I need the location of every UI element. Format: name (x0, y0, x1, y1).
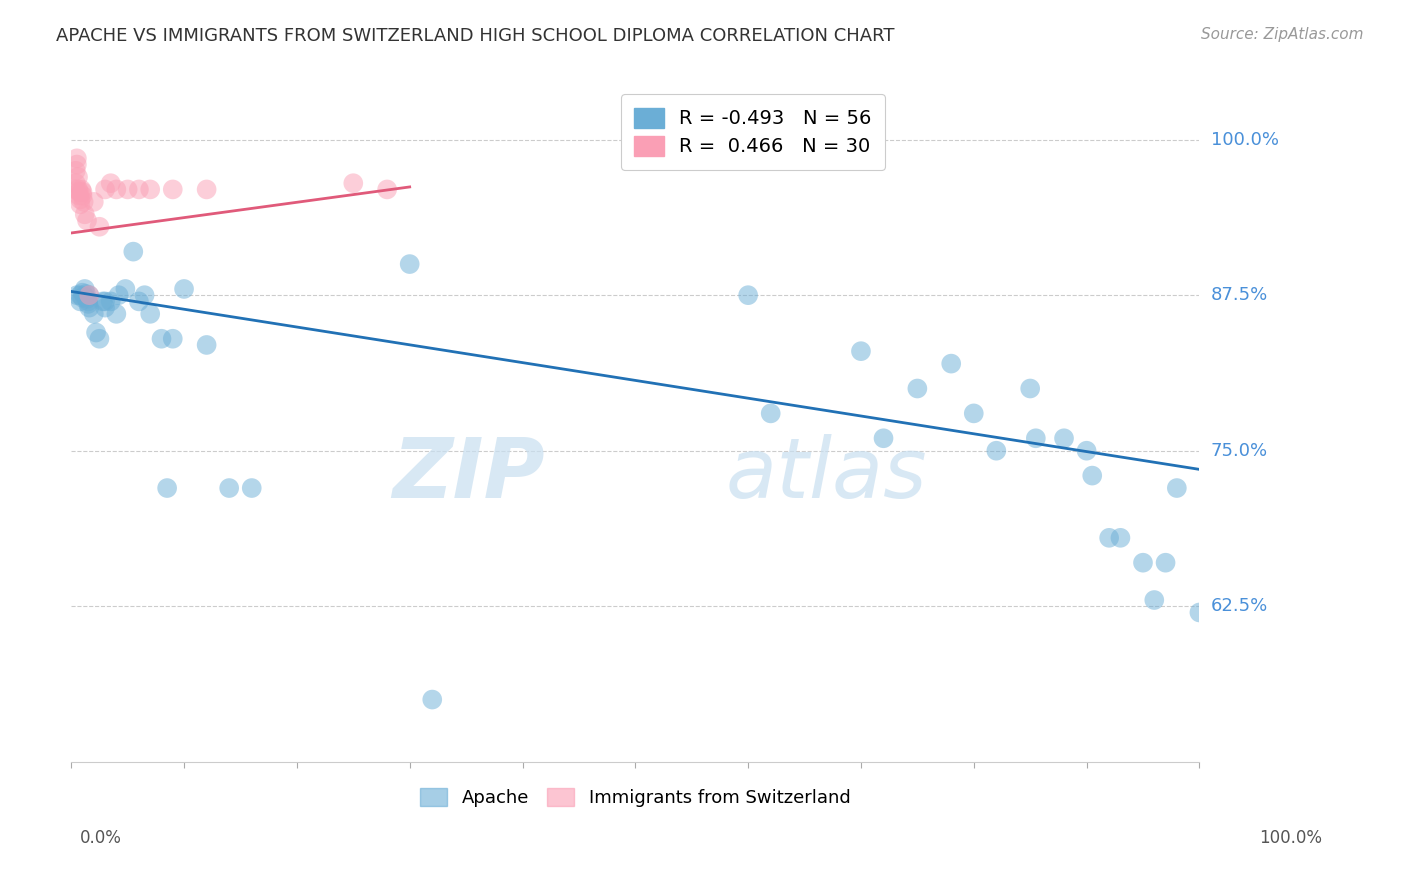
Text: ZIP: ZIP (392, 434, 546, 515)
Point (905, 382, 928, 396)
Point (73, 282, 96, 296)
Point (72, 185, 94, 199)
Text: APACHE VS IMMIGRANTS FROM SWITZERLAND HIGH SCHOOL DIPLOMA CORRELATION CHART: APACHE VS IMMIGRANTS FROM SWITZERLAND HI… (56, 27, 894, 45)
Point (1053, 431, 1076, 445)
Point (72, 291, 94, 305)
Point (128, 294, 150, 309)
Point (69, 197, 91, 211)
Point (94, 294, 117, 309)
Point (1154, 556, 1177, 570)
Point (83, 307, 105, 321)
Point (107, 288, 129, 302)
Point (1109, 531, 1132, 545)
Point (1143, 593, 1166, 607)
Text: Source: ZipAtlas.com: Source: ZipAtlas.com (1201, 27, 1364, 42)
Point (79, 301, 101, 315)
Text: 100.0%: 100.0% (1260, 829, 1322, 847)
Point (77, 297, 100, 311)
Point (69, 294, 91, 309)
Point (737, 288, 759, 302)
Point (941, 357, 963, 371)
Point (162, 332, 184, 346)
Point (69, 288, 91, 302)
Point (66, 182, 89, 196)
Point (1081, 468, 1104, 483)
Point (76, 213, 98, 227)
Point (759, 406, 782, 420)
Point (1132, 556, 1154, 570)
Point (65, 176, 87, 190)
Point (63, 182, 86, 196)
Point (1076, 443, 1098, 458)
Point (89, 219, 111, 234)
Point (89, 332, 111, 346)
Point (66, 169, 89, 184)
Point (66, 288, 89, 302)
Point (72, 188, 94, 202)
Text: 100.0%: 100.0% (1211, 130, 1278, 149)
Point (94, 182, 117, 196)
Point (342, 176, 364, 190)
Point (100, 294, 122, 309)
Point (162, 182, 184, 196)
Point (156, 481, 179, 495)
Point (218, 481, 240, 495)
Point (67, 185, 90, 199)
Point (240, 481, 263, 495)
Point (94, 301, 117, 315)
Point (70, 182, 93, 196)
Point (72, 285, 94, 300)
Point (73, 207, 96, 221)
Point (77, 294, 100, 309)
Point (66, 151, 89, 165)
Point (195, 338, 218, 352)
Point (73, 289, 96, 303)
Point (375, 182, 398, 196)
Point (79, 288, 101, 302)
Text: 87.5%: 87.5% (1211, 286, 1268, 304)
Point (420, 692, 443, 706)
Point (134, 288, 156, 302)
Point (100, 176, 122, 190)
Point (872, 431, 894, 445)
Point (195, 182, 218, 196)
Point (117, 182, 139, 196)
Point (139, 182, 162, 196)
Text: 75.0%: 75.0% (1211, 442, 1268, 459)
Point (986, 443, 1008, 458)
Text: 0.0%: 0.0% (80, 829, 122, 847)
Point (173, 282, 195, 296)
Point (72, 194, 94, 209)
Point (79, 288, 101, 302)
Point (1098, 531, 1121, 545)
Point (66, 157, 89, 171)
Point (67, 188, 90, 202)
Point (75, 287, 97, 301)
Legend: Apache, Immigrants from Switzerland: Apache, Immigrants from Switzerland (413, 780, 858, 814)
Point (105, 307, 128, 321)
Point (1025, 431, 1047, 445)
Point (84, 326, 107, 340)
Point (963, 406, 986, 420)
Point (849, 344, 872, 359)
Point (65, 163, 87, 178)
Point (76, 292, 98, 306)
Point (128, 182, 150, 196)
Text: atlas: atlas (725, 434, 927, 515)
Point (139, 307, 162, 321)
Point (1019, 382, 1042, 396)
Point (83, 194, 105, 209)
Point (1188, 606, 1211, 620)
Point (105, 182, 128, 196)
Point (114, 282, 136, 296)
Point (122, 244, 145, 259)
Point (150, 332, 173, 346)
Point (69, 193, 91, 207)
Text: 62.5%: 62.5% (1211, 598, 1268, 615)
Point (91, 294, 114, 309)
Point (1166, 481, 1188, 495)
Point (398, 257, 420, 271)
